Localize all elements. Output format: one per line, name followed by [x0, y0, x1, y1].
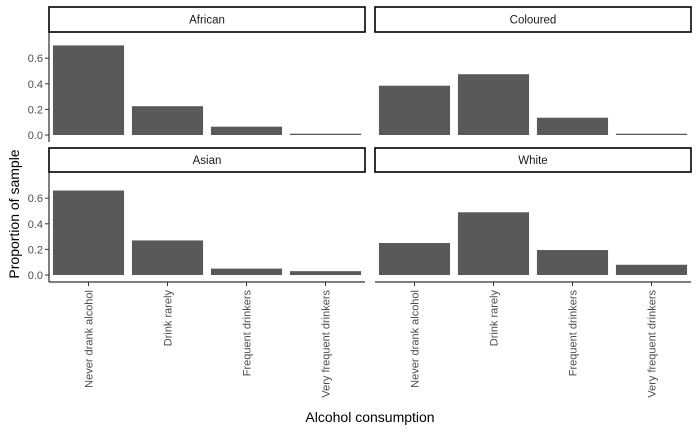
bar — [615, 133, 688, 135]
y-axis-title: Proportion of sample — [6, 149, 22, 278]
bar — [131, 106, 204, 135]
facet-strip-label: Coloured — [510, 15, 557, 27]
bar — [615, 264, 688, 275]
bar — [289, 271, 362, 275]
x-tick-label: Very frequent drinkers — [321, 290, 333, 398]
x-tick-label: Frequent drinkers — [242, 290, 254, 377]
x-axis-title: Alcohol consumption — [305, 409, 434, 425]
facet-strip-label: White — [518, 155, 547, 167]
y-tick-label: 0.2 — [28, 244, 43, 256]
facet-strip-label: African — [189, 15, 225, 27]
y-tick-label: 0.6 — [28, 53, 43, 65]
facet-strip — [374, 6, 692, 33]
bar — [210, 126, 283, 135]
x-tick-label: Drink rarely — [163, 290, 175, 347]
x-tick-label: Very frequent drinkers — [647, 290, 659, 398]
y-tick-label: 0.4 — [28, 79, 43, 91]
x-tick-label: Drink rarely — [489, 290, 501, 347]
bar — [378, 85, 451, 135]
y-tick-label: 0.4 — [28, 219, 43, 231]
facet-panel: Coloured — [374, 6, 692, 135]
facet-panel: African 0.0 0.2 0.4 0.6 — [28, 6, 366, 142]
bar — [536, 117, 609, 135]
facet-strip-label: Asian — [193, 155, 222, 167]
bar — [52, 45, 125, 135]
facet-strip — [48, 147, 366, 173]
y-tick-label: 0.0 — [28, 130, 43, 142]
facet-panel: White Never drank alcohol Drink rarely Freq… — [374, 147, 692, 398]
y-tick-label: 0.0 — [28, 270, 43, 282]
bar — [52, 190, 125, 275]
y-tick-label: 0.6 — [28, 193, 43, 205]
bar — [378, 243, 451, 275]
x-tick-label: Never drank alcohol — [84, 290, 96, 388]
x-tick-label: Frequent drinkers — [568, 290, 580, 377]
bar — [210, 268, 283, 275]
bar — [457, 74, 530, 135]
facet-strip — [374, 147, 692, 173]
facet-strip — [48, 6, 366, 33]
bar — [131, 240, 204, 275]
x-tick-label: Never drank alcohol — [410, 290, 422, 388]
facet-panels: African 0.0 0.2 0.4 0.6 Coloured Asian 0.0 0.2 0.… — [28, 6, 692, 398]
y-tick-label: 0.2 — [28, 104, 43, 116]
bar — [457, 212, 530, 275]
bar — [536, 250, 609, 275]
facet-panel: Asian 0.0 0.2 0.4 0.6 Never drank alcohol Drin… — [28, 147, 366, 398]
bar — [289, 133, 362, 135]
